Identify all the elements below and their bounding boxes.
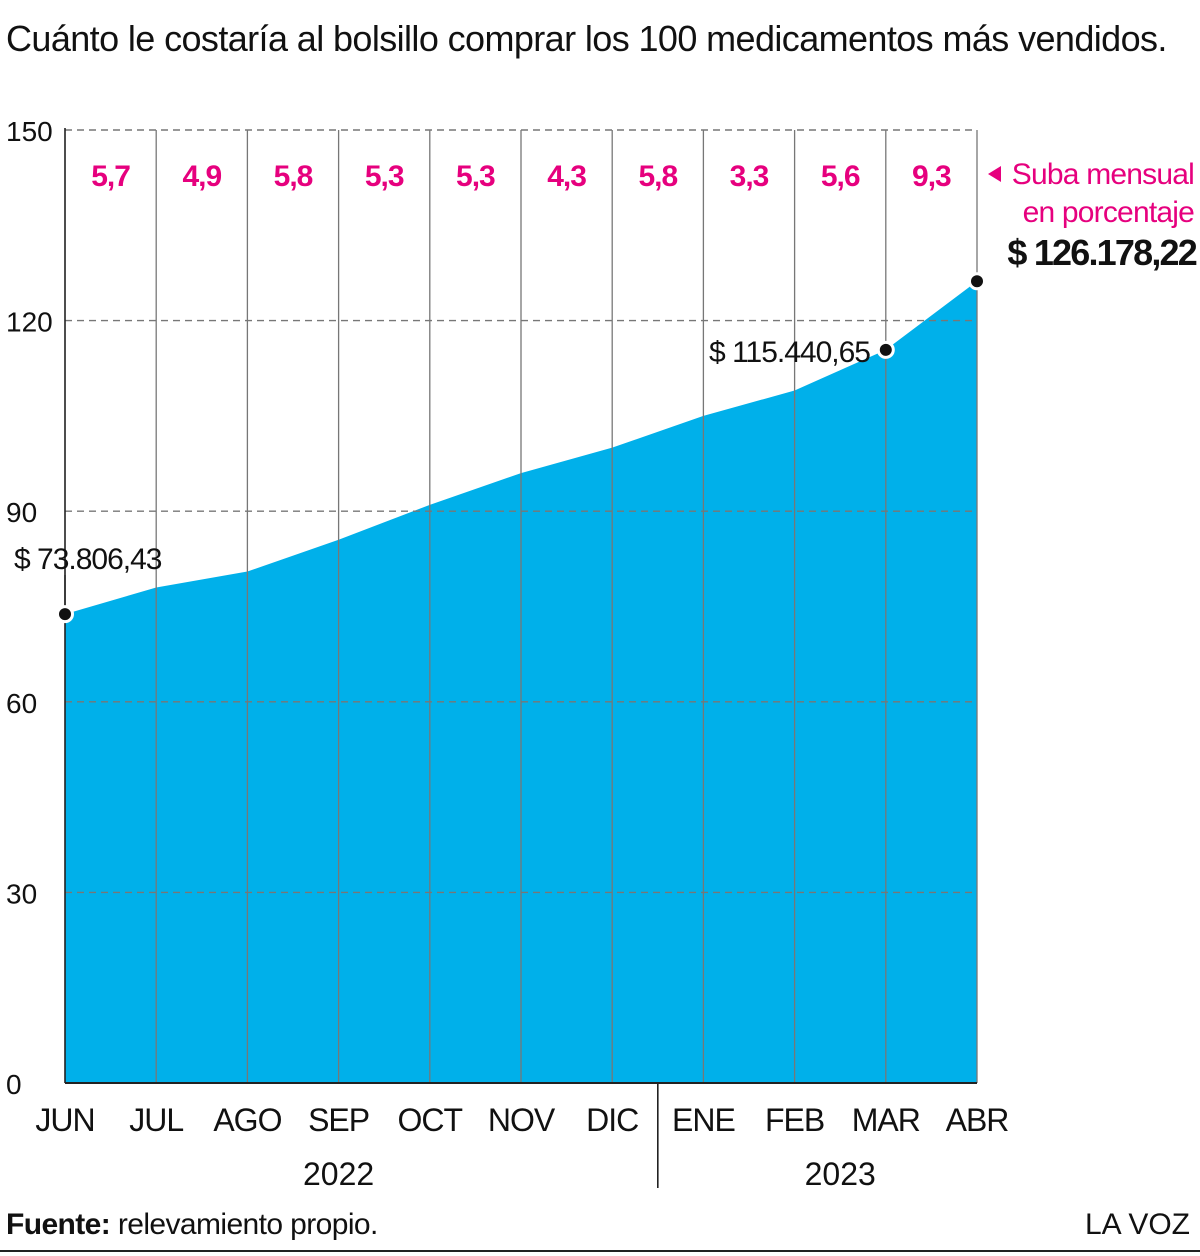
source-note: Fuente: relevamiento propio. xyxy=(6,1208,378,1242)
monthly-increase-label: 4,3 xyxy=(547,160,586,193)
year-label: 2023 xyxy=(805,1156,876,1192)
monthly-increase-label: 5,8 xyxy=(274,160,313,193)
legend-text: Suba mensual xyxy=(1012,158,1194,191)
x-tick-label: ENE xyxy=(672,1102,735,1138)
y-tick-label: 60 xyxy=(6,688,37,719)
annotation-end-value: $ 126.178,22 xyxy=(1007,232,1196,273)
monthly-increase-label: 5,7 xyxy=(91,160,130,193)
legend-text: en porcentaje xyxy=(1023,196,1195,229)
monthly-increase-label: 9,3 xyxy=(912,160,951,193)
bottom-rule xyxy=(0,1250,1200,1252)
x-tick-label: OCT xyxy=(398,1102,463,1138)
y-tick-label: 30 xyxy=(6,878,37,909)
x-tick-label: JUL xyxy=(129,1102,183,1138)
y-tick-label: 120 xyxy=(6,307,53,338)
legend-arrow-icon xyxy=(988,166,1001,182)
data-point-marker xyxy=(968,272,986,291)
brand-logo-text: LA VOZ xyxy=(1084,1208,1190,1241)
x-tick-label: FEB xyxy=(765,1102,824,1138)
x-tick-label: ABR xyxy=(946,1102,1009,1138)
annotation-start-value: $ 73.806,43 xyxy=(14,543,162,576)
x-tick-label: AGO xyxy=(213,1102,281,1138)
monthly-increase-label: 5,8 xyxy=(638,160,677,193)
monthly-increase-label: 5,3 xyxy=(365,160,404,193)
annotation-march-value: $ 115.440,65 xyxy=(709,336,870,369)
monthly-increase-label: 3,3 xyxy=(730,160,769,193)
year-label: 2022 xyxy=(303,1156,374,1192)
x-tick-label: MAR xyxy=(852,1102,920,1138)
x-tick-label: NOV xyxy=(488,1102,556,1138)
x-tick-label: DIC xyxy=(586,1102,638,1138)
chart-title: Cuánto le costaría al bolsillo comprar l… xyxy=(6,18,1167,59)
x-tick-label: SEP xyxy=(308,1102,369,1138)
y-tick-label: 150 xyxy=(6,116,53,147)
source-text: relevamiento propio. xyxy=(117,1208,378,1241)
monthly-increase-label: 5,3 xyxy=(456,160,495,193)
monthly-increase-label: 5,6 xyxy=(821,160,860,193)
area-chart: 0 30 60 90 120 150 JUN JUL AGO SEP OCT NOV DIC ENE FEB… xyxy=(6,116,1199,1192)
data-point-marker xyxy=(876,340,895,359)
x-tick-label: JUN xyxy=(35,1102,94,1138)
monthly-increase-label: 4,9 xyxy=(182,160,221,193)
source-label: Fuente: xyxy=(6,1208,111,1241)
y-tick-label: 0 xyxy=(6,1069,22,1100)
y-tick-label: 90 xyxy=(6,497,37,528)
data-point-marker xyxy=(56,605,74,624)
